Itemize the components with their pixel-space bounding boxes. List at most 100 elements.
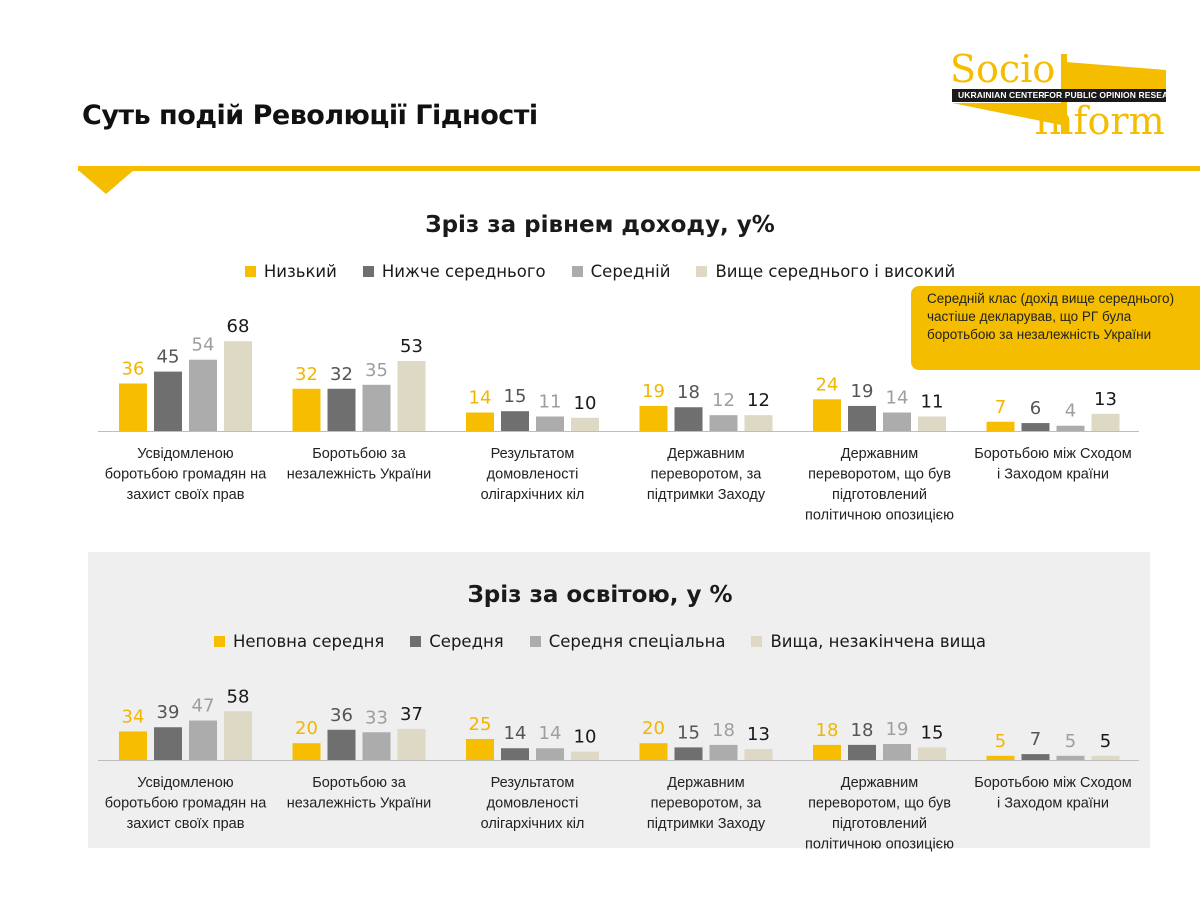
category-label: Державним: [667, 775, 745, 791]
legend-item: Середня: [410, 632, 504, 651]
category-label: боротьбою громадян на: [105, 467, 267, 483]
education-section-background: [88, 552, 1150, 848]
page-title: Суть подій Революції Гідності: [82, 100, 538, 131]
logo-band-right-text: FOR PUBLIC OPINION RESEARCH: [1044, 90, 1187, 100]
data-label: 11: [921, 391, 944, 412]
data-label: 35: [365, 360, 388, 381]
legend-item: Низький: [244, 262, 337, 281]
data-label: 53: [400, 336, 423, 357]
category-label: домовленості: [487, 796, 579, 812]
bar: [1056, 755, 1085, 760]
bar: [119, 383, 147, 431]
category-label: підтримки Заходу: [647, 487, 766, 503]
data-label: 36: [122, 358, 145, 379]
data-label: 12: [712, 390, 735, 411]
data-label: 24: [816, 374, 839, 395]
category-label: Усвідомленою: [137, 446, 234, 462]
data-label: 32: [330, 364, 353, 385]
logo-word-socio: Socio: [950, 47, 1056, 91]
category-label: домовленості: [487, 467, 579, 483]
bar: [709, 744, 738, 760]
data-label: 12: [747, 390, 770, 411]
category-label: Державним: [841, 446, 919, 462]
data-label: 18: [712, 720, 735, 741]
bar: [154, 371, 182, 431]
data-label: 10: [574, 727, 597, 748]
bar: [918, 747, 946, 760]
data-label: 13: [747, 724, 770, 745]
bar: [883, 412, 911, 431]
category-label: захист своїх прав: [127, 816, 245, 832]
bar: [501, 748, 529, 760]
bar: [639, 743, 668, 760]
bar: [883, 744, 911, 760]
legend-item: Середній: [571, 262, 671, 281]
data-label: 14: [504, 723, 527, 744]
data-label: 10: [574, 393, 597, 414]
data-label: 58: [227, 686, 250, 707]
data-label: 54: [192, 335, 215, 356]
data-label: 6: [1030, 398, 1041, 419]
category-label: переворотом, що був: [808, 796, 951, 812]
data-label: 5: [1100, 731, 1111, 752]
bar: [1091, 755, 1120, 760]
category-label: переворотом, що був: [808, 467, 951, 483]
category-label: олігархічних кіл: [481, 816, 585, 832]
category-label: Боротьбою між Сходом: [974, 775, 1132, 791]
bar: [536, 748, 564, 760]
bar: [986, 421, 1015, 431]
data-label: 19: [886, 719, 909, 740]
bar: [501, 411, 529, 431]
bar: [119, 731, 147, 760]
data-label: 15: [677, 722, 700, 743]
logo-wedge-shape: [952, 62, 1166, 126]
data-label: 45: [157, 347, 180, 368]
category-label: переворотом, за: [651, 467, 763, 483]
data-label: 14: [539, 723, 562, 744]
callout-note: Середній клас (дохід вище середнього) ча…: [911, 286, 1200, 370]
data-label: 39: [157, 702, 180, 723]
legend-swatch: [529, 636, 541, 647]
data-label: 19: [642, 381, 665, 402]
category-label: захист своїх прав: [127, 487, 245, 503]
legend-label: Низький: [263, 262, 337, 281]
bar: [571, 751, 599, 760]
data-label: 34: [122, 706, 145, 727]
legend-swatch: [410, 636, 422, 647]
legend-item: Неповна середня: [214, 632, 384, 651]
legend-swatch: [751, 636, 763, 647]
data-label: 5: [995, 731, 1006, 752]
legend-label: Нижче середнього: [381, 262, 546, 281]
data-label: 15: [921, 722, 944, 743]
legend-item: Нижче середнього: [362, 262, 546, 281]
legend-swatch: [244, 266, 256, 277]
bar: [1021, 754, 1050, 760]
bar: [744, 415, 773, 431]
data-label: 68: [227, 316, 250, 337]
bar: [848, 744, 876, 760]
category-label: Боротьбою між Сходом: [974, 446, 1132, 462]
data-label: 20: [295, 718, 318, 739]
bar: [848, 405, 876, 431]
bar: [1091, 413, 1120, 431]
legend-label: Неповна середня: [233, 632, 385, 651]
bar: [709, 415, 738, 431]
bar: [224, 341, 252, 431]
bar: [986, 755, 1015, 760]
bar: [571, 417, 599, 431]
data-label: 18: [851, 720, 874, 741]
data-label: 33: [365, 707, 388, 728]
bar: [918, 416, 946, 431]
legend-label: Середній: [590, 262, 671, 281]
logo-band-left-text: UKRAINIAN CENTER: [958, 90, 1045, 100]
data-label: 18: [816, 720, 839, 741]
bar: [397, 728, 426, 760]
title-rule: [78, 166, 1200, 171]
bar: [466, 739, 494, 760]
data-label: 19: [851, 381, 874, 402]
bar: [813, 399, 841, 431]
logo-band: UKRAINIAN CENTER FOR PUBLIC OPINION RESE…: [952, 89, 1187, 102]
socioinform-logo: Socio UKRAINIAN CENTER FOR PUBLIC OPINIO…: [948, 47, 1187, 140]
category-label: Усвідомленою: [137, 775, 234, 791]
